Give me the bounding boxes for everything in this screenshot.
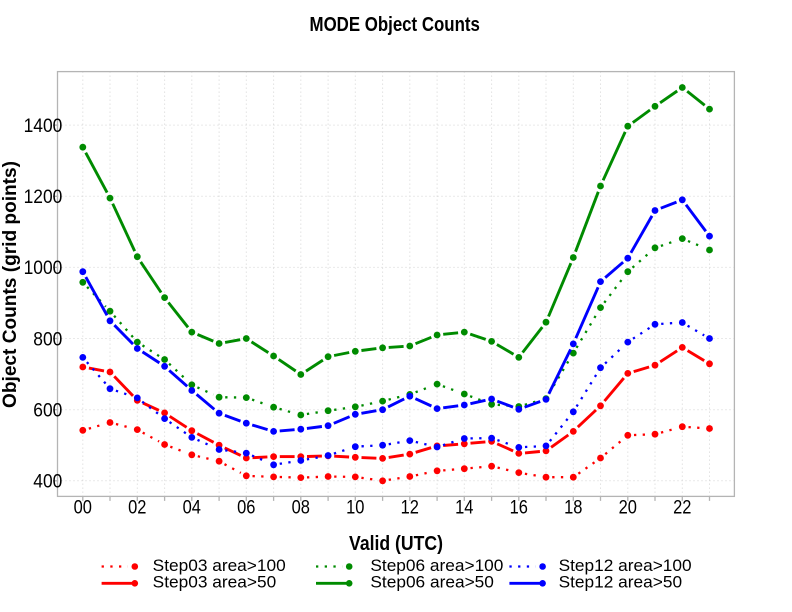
svg-text:1400: 1400	[24, 116, 63, 137]
svg-text:1000: 1000	[24, 258, 63, 279]
svg-text:Step06 area>50: Step06 area>50	[370, 573, 494, 592]
svg-text:Step03 area>100: Step03 area>100	[153, 556, 286, 575]
svg-text:20: 20	[619, 498, 637, 519]
svg-text:18: 18	[564, 498, 582, 519]
svg-text:02: 02	[128, 498, 146, 519]
svg-text:10: 10	[346, 498, 364, 519]
svg-text:600: 600	[33, 401, 62, 422]
svg-text:Valid (UTC): Valid (UTC)	[349, 533, 443, 555]
svg-text:12: 12	[401, 498, 419, 519]
svg-text:06: 06	[237, 498, 255, 519]
svg-text:800: 800	[33, 329, 62, 350]
svg-text:1200: 1200	[24, 187, 63, 208]
svg-text:22: 22	[673, 498, 691, 519]
svg-text:16: 16	[510, 498, 528, 519]
svg-text:Step06 area>100: Step06 area>100	[370, 556, 503, 575]
svg-text:Step03 area>50: Step03 area>50	[153, 573, 277, 592]
svg-text:04: 04	[183, 498, 202, 519]
svg-text:14: 14	[455, 498, 474, 519]
svg-text:Step12 area>50: Step12 area>50	[559, 573, 683, 592]
svg-text:Step12 area>100: Step12 area>100	[559, 556, 692, 575]
svg-text:MODE Object Counts: MODE Object Counts	[310, 14, 480, 36]
svg-text:Object Counts (grid points): Object Counts (grid points)	[0, 161, 21, 408]
svg-text:400: 400	[33, 472, 62, 493]
svg-text:08: 08	[292, 498, 310, 519]
svg-text:00: 00	[74, 498, 92, 519]
